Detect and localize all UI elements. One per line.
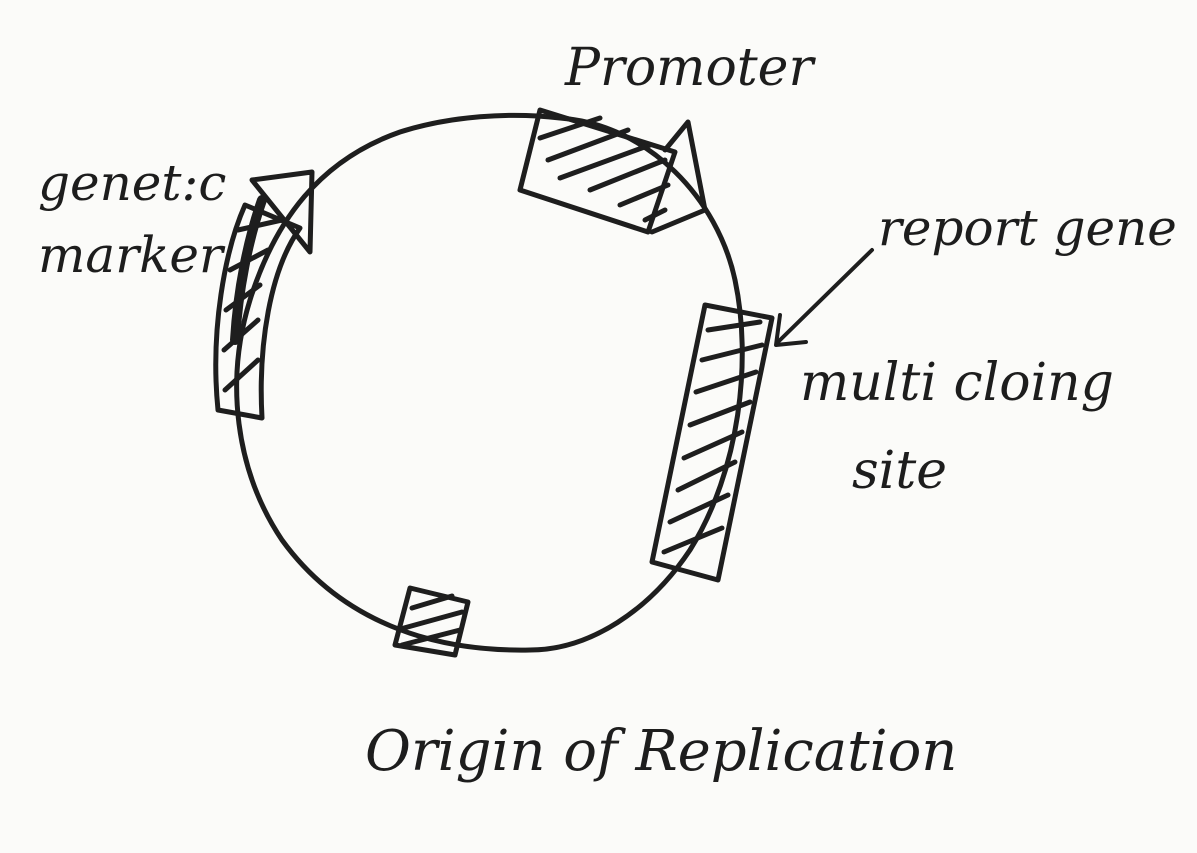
report-gene-label: report gene bbox=[878, 199, 1177, 257]
mcs-block bbox=[652, 305, 772, 580]
genetic-marker-label-line2: marker bbox=[38, 226, 226, 284]
promoter-label: Promoter bbox=[564, 38, 816, 98]
genetic-marker-label-line1: genet:c bbox=[38, 154, 226, 212]
report-gene-arrow bbox=[776, 250, 872, 345]
ori-block bbox=[395, 588, 468, 655]
ori-label: Origin of Replication bbox=[365, 719, 957, 784]
mcs-label-line2: site bbox=[852, 441, 947, 501]
mcs-label-line1: multi cloing bbox=[800, 353, 1114, 413]
